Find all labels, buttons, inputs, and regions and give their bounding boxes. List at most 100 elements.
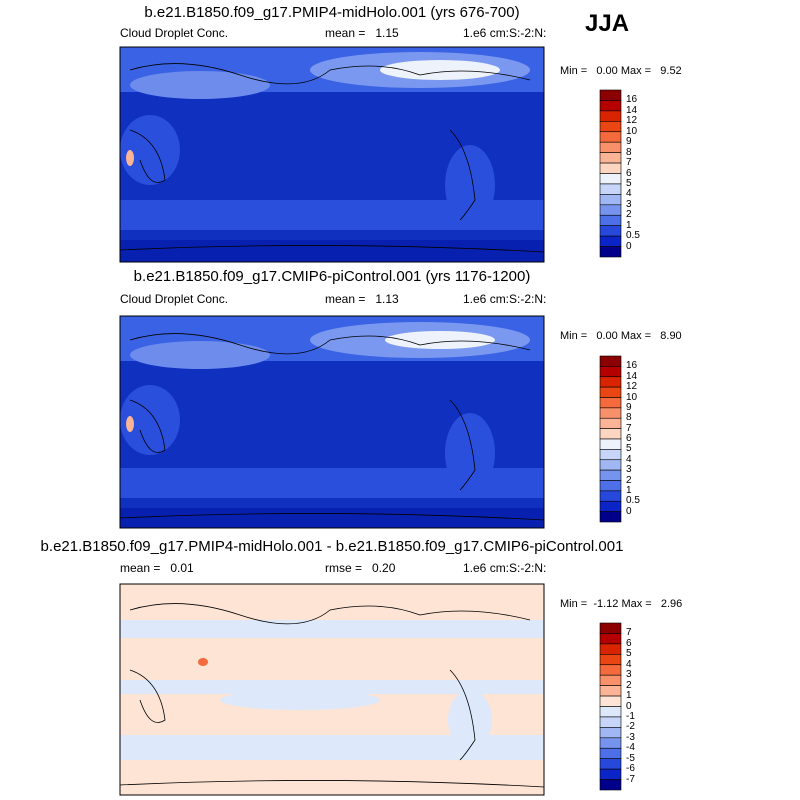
colorbar-box <box>599 768 622 780</box>
colorbar-box <box>599 214 622 226</box>
colorbar-box <box>599 89 622 101</box>
colorbar-label: 10 <box>626 125 638 137</box>
colorbar-box <box>599 779 622 791</box>
colorbar-box <box>599 706 622 718</box>
colorbar-label: -1 <box>626 710 635 722</box>
colorbar-label: 0 <box>626 505 632 517</box>
colorbar-label: 7 <box>626 627 632 639</box>
colorbar-label: 0.5 <box>626 495 640 507</box>
colorbar-label: -6 <box>626 763 635 775</box>
colorbar-label: 9 <box>626 136 632 148</box>
colorbar-box <box>599 643 622 655</box>
colorbar-label: 5 <box>626 443 632 455</box>
colorbar-label: 7 <box>626 157 632 169</box>
map-field <box>120 584 544 795</box>
colorbar-box <box>599 428 622 440</box>
colorbar-label: 7 <box>626 422 632 434</box>
colorbar-box <box>599 500 622 512</box>
colorbar-label: -7 <box>626 773 635 785</box>
colorbar-box <box>599 758 622 770</box>
colorbar-box <box>599 664 622 676</box>
map-field <box>120 316 544 528</box>
colorbar-box <box>599 716 622 728</box>
colorbar-box <box>599 407 622 419</box>
colorbar-box <box>599 121 622 133</box>
colorbar-box <box>599 727 622 739</box>
map-field <box>120 47 544 262</box>
colorbar-label: 3 <box>626 669 632 681</box>
colorbar-box <box>599 173 622 185</box>
colorbar-box <box>599 695 622 707</box>
colorbar-label: 14 <box>626 370 638 382</box>
colorbar-label: 2 <box>626 209 632 221</box>
colorbar-label: 6 <box>626 433 632 444</box>
colorbar-label: 8 <box>626 146 632 158</box>
units-label: 1.e6 cm:S:-2:N: <box>463 292 547 306</box>
colorbar-box <box>599 654 622 666</box>
colorbar-box <box>599 397 622 409</box>
panel-title: b.e21.B1850.f09_g17.PMIP4-midHolo.001 - … <box>40 538 624 555</box>
colorbar-label: 12 <box>626 115 638 127</box>
colorbar-label: 2 <box>626 474 632 486</box>
colorbar-label: 14 <box>626 104 638 116</box>
colorbar-label: 5 <box>626 177 632 189</box>
colorbar-box <box>599 225 622 237</box>
center-label: mean = 1.13 <box>325 292 399 306</box>
colorbar-label: 3 <box>626 464 632 476</box>
colorbar-label: -3 <box>626 731 635 743</box>
colorbar-label: 16 <box>626 94 638 106</box>
colorbar-box <box>599 366 622 378</box>
colorbar-box <box>599 417 622 429</box>
colorbar-label: 4 <box>626 658 632 670</box>
colorbar-box <box>599 152 622 164</box>
colorbar-box <box>599 386 622 398</box>
colorbar-box <box>599 633 622 645</box>
colorbar-label: 6 <box>626 167 632 179</box>
colorbar-box <box>599 235 622 247</box>
colorbar-label: 16 <box>626 360 638 372</box>
colorbar-label: 8 <box>626 412 632 424</box>
colorbar-label: 9 <box>626 401 632 413</box>
min-max: Min = 0.00 Max = 9.52 <box>560 65 682 77</box>
colorbar-box <box>599 131 622 143</box>
left-label: Cloud Droplet Conc. <box>120 26 229 40</box>
colorbar-box <box>599 204 622 216</box>
colorbar-box <box>599 737 622 749</box>
colorbar-label: 12 <box>626 381 638 393</box>
min-max: Min = -1.12 Max = 2.96 <box>560 598 683 610</box>
panel-title: b.e21.B1850.f09_g17.CMIP6-piControl.001 … <box>133 268 531 285</box>
colorbar-label: -2 <box>626 721 635 733</box>
colorbar-box <box>599 141 622 153</box>
colorbar-box <box>599 747 622 759</box>
colorbar-label: 10 <box>626 391 638 403</box>
left-label: mean = 0.01 <box>120 561 194 575</box>
center-label: rmse = 0.20 <box>325 561 396 575</box>
colorbar-box <box>599 511 622 523</box>
colorbar-box <box>599 480 622 492</box>
colorbar-label: 4 <box>626 453 632 465</box>
colorbar-box <box>599 355 622 367</box>
colorbar-box <box>599 376 622 388</box>
colorbar-box <box>599 438 622 450</box>
colorbar-label: 0.5 <box>626 230 640 242</box>
colorbar-label: 5 <box>626 648 632 660</box>
colorbar-label: 1 <box>626 484 632 496</box>
colorbar-label: 0 <box>626 700 632 712</box>
colorbar-box <box>599 622 622 634</box>
colorbar-label: 2 <box>626 679 632 691</box>
colorbar-label: 6 <box>626 637 632 649</box>
colorbar-box <box>599 685 622 697</box>
colorbar-label: -4 <box>626 742 635 754</box>
colorbar-label: -5 <box>626 752 635 764</box>
colorbar-box <box>599 110 622 122</box>
colorbar-box <box>599 459 622 471</box>
season-label: JJA <box>585 10 630 37</box>
colorbar-label: 0 <box>626 240 632 252</box>
panel-title: b.e21.B1850.f09_g17.PMIP4-midHolo.001 (y… <box>144 4 520 21</box>
left-label: Cloud Droplet Conc. <box>120 292 229 306</box>
units-label: 1.e6 cm:S:-2:N: <box>463 561 547 575</box>
colorbar-box <box>599 183 622 195</box>
colorbar-box <box>599 100 622 112</box>
